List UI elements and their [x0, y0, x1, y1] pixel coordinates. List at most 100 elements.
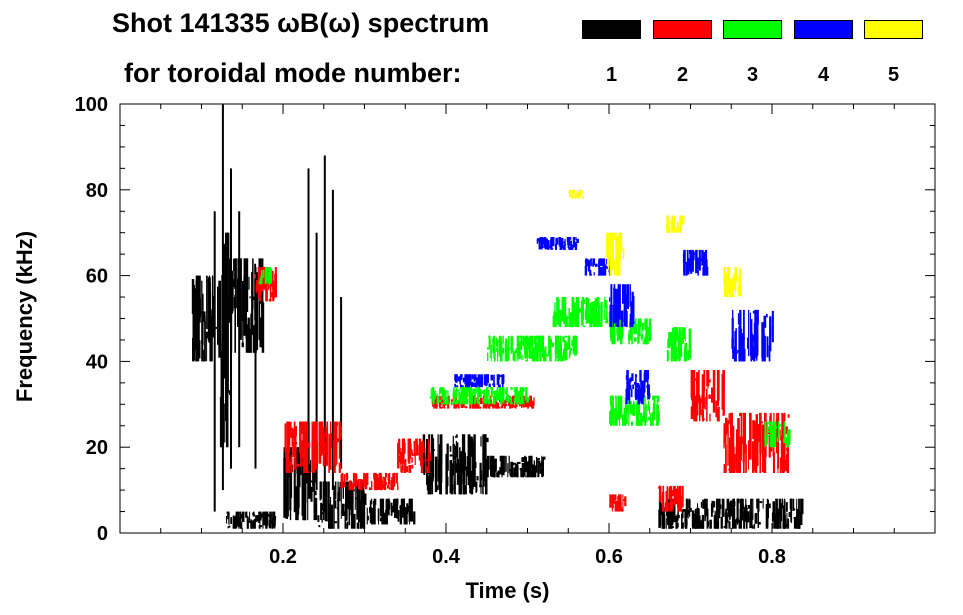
spectrum-streak: [536, 335, 539, 341]
spectrum-streak: [768, 435, 771, 458]
spectrum-streak: [732, 439, 734, 473]
spectrum-streak: [329, 446, 331, 452]
spectrum-streak: [574, 247, 576, 250]
spectrum-streak: [295, 486, 298, 521]
spectrum-streak: [346, 481, 349, 510]
spectrum-streak: [517, 391, 520, 396]
spectrum-streak: [472, 388, 475, 394]
spectrum-streak: [475, 389, 478, 392]
spectrum-streak: [594, 263, 598, 267]
spectrum-streak: [284, 423, 287, 452]
spectrum-streak: [717, 498, 721, 515]
spectrum-streak: [503, 403, 506, 409]
spectrum-streak: [434, 456, 438, 493]
spectrum-streak: [563, 348, 565, 361]
spectrum-streak: [537, 458, 540, 460]
spectrum-streak: [346, 523, 348, 529]
spectrum-streak: [523, 338, 526, 350]
spectrum-streak: [739, 515, 742, 526]
spectrum-streak: [742, 425, 745, 428]
spectrum-streak: [392, 484, 395, 487]
spectrum-streak: [341, 510, 345, 514]
spectrum-streak: [407, 438, 409, 456]
spectrum-streak: [442, 405, 444, 409]
spectrum-streak: [623, 247, 625, 259]
spectrum-streak: [288, 463, 290, 473]
spectrum-streak: [368, 487, 372, 491]
spectrum-streak: [385, 504, 388, 512]
spectrum-streak: [430, 388, 432, 396]
spectrum-streak: [597, 301, 599, 308]
spectrum-streak: [504, 455, 506, 473]
spectrum-streak: [324, 481, 328, 522]
spectrum-streak: [776, 421, 779, 437]
spectrum-streak: [736, 517, 739, 523]
series-n1-region: [317, 481, 367, 529]
spectrum-streak: [540, 237, 544, 248]
spectrum-streak: [612, 232, 614, 266]
spectrum-streak: [653, 395, 656, 414]
spectrum-streak: [395, 507, 398, 515]
spectrum-streak: [192, 337, 195, 362]
spectrum-streak: [285, 472, 287, 517]
spectrum-streak: [340, 481, 343, 487]
spectrum-streak: [270, 268, 273, 284]
spectrum-streak: [292, 441, 295, 455]
spectrum-streak: [400, 506, 401, 509]
spectrum-streak: [677, 485, 679, 508]
spectrum-streak: [252, 325, 255, 353]
spectrum-streak: [684, 336, 686, 342]
spectrum-streak: [756, 424, 759, 466]
spectrum-streak: [447, 400, 450, 409]
spectrum-streak: [774, 514, 777, 529]
spectrum-streak: [671, 510, 673, 514]
spectrum-streak: [617, 253, 621, 276]
spectrum-streak: [358, 489, 361, 523]
spectrum-streak: [469, 395, 472, 405]
legend-label-1: 1: [605, 64, 618, 86]
spectrum-streak: [631, 373, 634, 381]
spectrum-streak: [479, 392, 482, 398]
spectrum-streak: [348, 483, 351, 526]
spectrum-streak: [521, 457, 525, 463]
spectrum-streak: [424, 459, 427, 462]
spectrum-streak: [496, 402, 500, 409]
spectrum-streak: [535, 335, 537, 357]
spectrum-streak: [612, 495, 615, 503]
spectrum-spike: [323, 155, 326, 499]
spectrum-streak: [610, 410, 612, 426]
spectrum-streak: [528, 342, 531, 351]
spectrum-streak: [783, 439, 786, 444]
spectrum-streak: [597, 317, 600, 325]
spectrum-streak: [593, 272, 595, 276]
spectrum-streak: [518, 461, 521, 464]
series-n1-region: [226, 511, 277, 529]
spectrum-streak: [640, 334, 644, 340]
series-n2-region: [690, 370, 725, 422]
spectrum-streak: [471, 374, 474, 380]
spectrum-streak: [637, 420, 641, 426]
spectrum-streak: [715, 400, 718, 418]
spectrum-streak: [501, 347, 505, 354]
spectrum-streak: [235, 516, 237, 529]
spectrum-streak: [620, 310, 624, 328]
spectrum-streak: [723, 274, 726, 297]
spectrum-streak: [770, 431, 773, 434]
spectrum-streak: [373, 498, 377, 505]
spectrum-streak: [737, 288, 740, 291]
spectrum-streak: [484, 398, 487, 404]
spectrum-streak: [708, 379, 711, 383]
spectrum-streak: [336, 421, 338, 447]
spectrum-streak: [477, 387, 480, 398]
spectrum-streak: [607, 232, 609, 270]
spectrum-streak: [452, 387, 455, 402]
spectrum-streak: [333, 440, 336, 464]
spectrum-streak: [475, 481, 478, 492]
spectrum-streak: [527, 461, 530, 478]
spectrum-streak: [706, 388, 708, 404]
spectrum-streak: [224, 262, 227, 316]
spectrum-streak: [727, 502, 729, 518]
spectrum-streak: [410, 517, 413, 520]
spectrum-streak: [652, 395, 654, 401]
spectrum-streak: [702, 250, 704, 255]
